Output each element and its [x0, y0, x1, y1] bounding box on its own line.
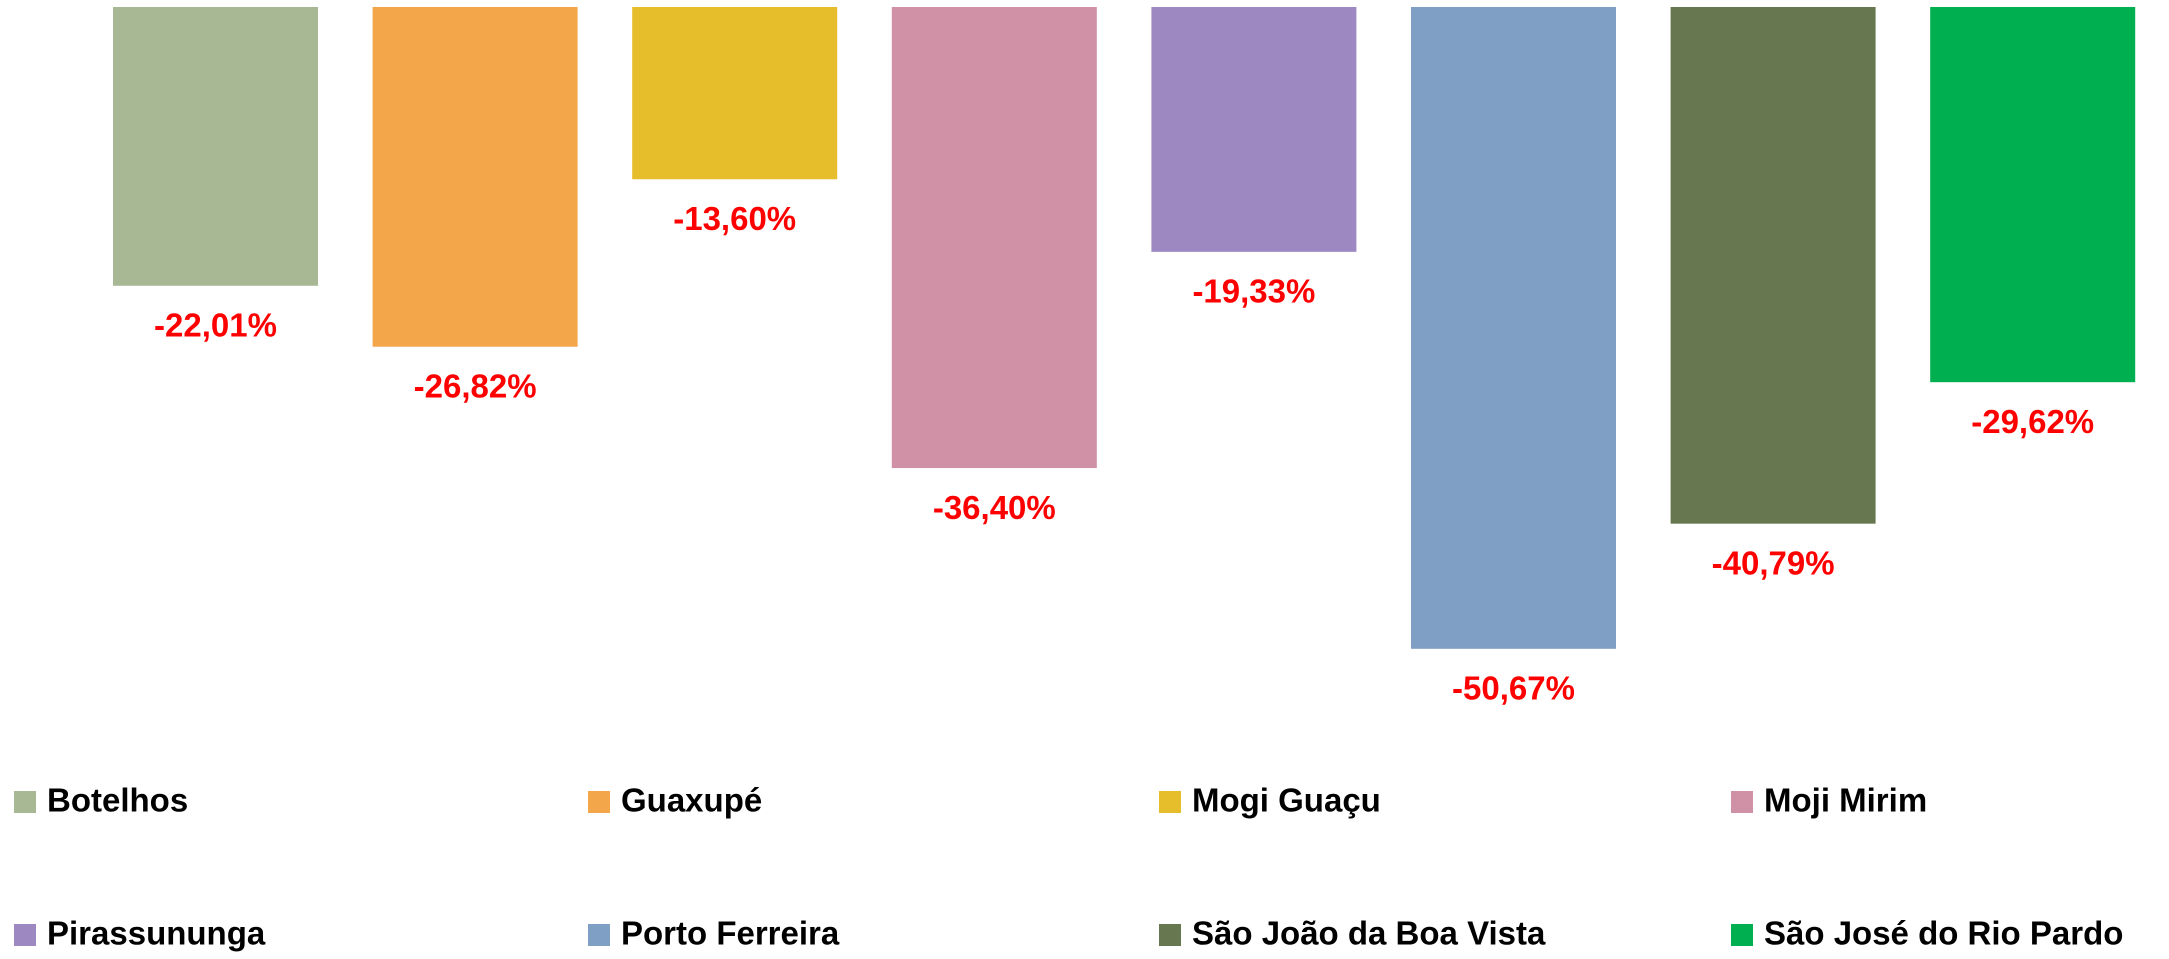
bar	[113, 7, 318, 286]
bar	[372, 7, 578, 347]
legend-swatch	[1159, 791, 1181, 813]
value-label: -29,62%	[1971, 403, 2094, 440]
legend-label: Porto Ferreira	[621, 915, 840, 952]
legend-label: Botelhos	[47, 782, 188, 819]
legend-swatch	[1731, 924, 1753, 946]
legend-label: Pirassununga	[47, 915, 266, 952]
legend-swatch	[1731, 791, 1753, 813]
bar	[891, 7, 1097, 469]
legend-swatch	[588, 791, 610, 813]
value-label: -13,60%	[673, 200, 796, 237]
bar	[1930, 7, 2136, 383]
value-label: -22,01%	[154, 307, 277, 344]
bar	[1151, 7, 1357, 252]
legend-label: São José do Rio Pardo	[1764, 915, 2123, 952]
legend-swatch	[1159, 924, 1181, 946]
bar	[1411, 7, 1616, 649]
value-label: -50,67%	[1452, 670, 1575, 707]
legend-label: Mogi Guaçu	[1192, 782, 1381, 819]
value-label: -40,79%	[1712, 544, 1835, 581]
value-label: -36,40%	[933, 489, 1056, 526]
legend-swatch	[588, 924, 610, 946]
legend-swatch	[14, 791, 36, 813]
bar	[632, 7, 838, 180]
legend-label: São João da Boa Vista	[1192, 915, 1546, 952]
legend-swatch	[14, 924, 36, 946]
bar	[1670, 7, 1876, 524]
value-label: -26,82%	[414, 367, 537, 404]
legend-label: Guaxupé	[621, 782, 762, 819]
legend-label: Moji Mirim	[1764, 782, 1927, 819]
value-label: -19,33%	[1192, 273, 1315, 310]
